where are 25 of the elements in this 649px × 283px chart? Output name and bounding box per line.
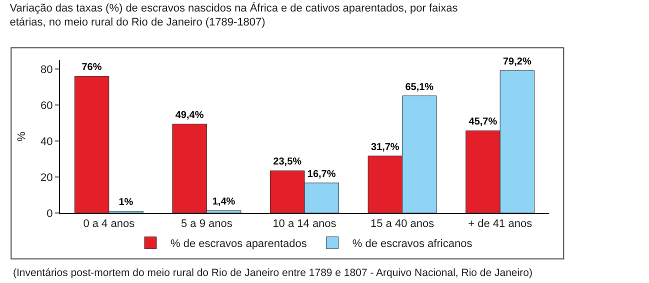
data-label: 16,7% xyxy=(307,168,336,180)
data-label: 1% xyxy=(118,197,134,208)
y-tick-label: 60 xyxy=(40,100,53,112)
x-tick-label: 0 a 4 anos xyxy=(83,218,136,230)
y-axis-title: % xyxy=(16,131,28,142)
data-label: 76% xyxy=(82,62,102,74)
x-tick-label: 10 a 14 anos xyxy=(272,218,337,230)
data-label: 49,4% xyxy=(175,110,204,122)
chart-title: Variação das taxas (%) de escravos nascidos na África e de cativos aparentados, por faixas etárias, no meio rural do Rio de Janeiro (1789-1807) xyxy=(10,1,458,29)
x-tick-label: 5 a 9 anos xyxy=(181,218,233,230)
data-label: 31,7% xyxy=(370,142,400,153)
data-label: 45,7% xyxy=(468,116,498,128)
legend-label: % de escravos africanos xyxy=(352,238,473,250)
data-label: 79,2% xyxy=(502,56,532,68)
legend-label: % de escravos aparentados xyxy=(170,238,308,250)
y-tick-label: 0 xyxy=(46,208,53,220)
data-label: 1,4% xyxy=(212,196,236,208)
y-tick-label: 80 xyxy=(40,64,53,76)
y-tick-label: 20 xyxy=(40,172,53,184)
x-tick-label: + de 41 anos xyxy=(468,218,533,230)
data-label: 65,1% xyxy=(405,82,434,93)
y-tick-label: 40 xyxy=(40,136,53,148)
data-label: 23,5% xyxy=(273,156,302,168)
x-tick-label: 15 a 40 anos xyxy=(370,218,435,230)
text: (Inventários post-mortem do meio rural do Rio de Janeiro entre 1789 e 1807 - Arquivo Nacional, Rio de Janeiro) xyxy=(13,267,532,279)
